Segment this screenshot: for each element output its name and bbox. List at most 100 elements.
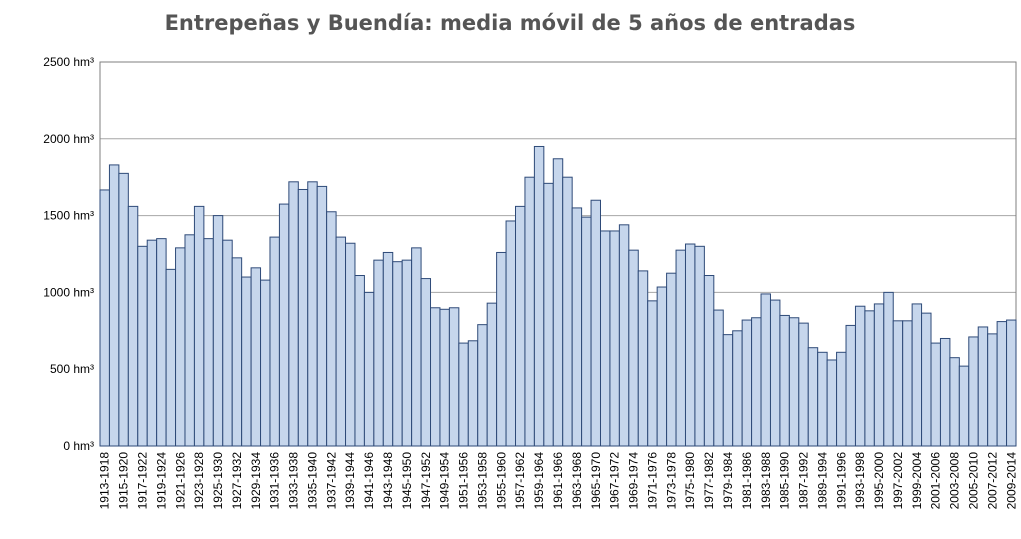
bar bbox=[987, 333, 998, 447]
bar bbox=[958, 365, 970, 447]
bar bbox=[231, 257, 243, 447]
x-tick-label: 1945-1950 bbox=[400, 452, 414, 510]
bar bbox=[363, 291, 375, 447]
bar bbox=[949, 357, 960, 447]
x-tick-label: 1997-2002 bbox=[891, 452, 905, 510]
bar bbox=[873, 303, 885, 447]
bar bbox=[156, 238, 167, 447]
bar bbox=[609, 230, 620, 447]
x-tick-label: 2007-2012 bbox=[985, 452, 999, 510]
bar bbox=[543, 182, 554, 447]
bar bbox=[401, 259, 413, 447]
x-tick-label: 2001-2006 bbox=[929, 452, 943, 510]
x-tick-label: 1981-1986 bbox=[740, 452, 754, 510]
x-tick-label: 1993-1998 bbox=[853, 452, 867, 510]
bar bbox=[741, 319, 753, 447]
x-tick-label: 1925-1930 bbox=[211, 452, 225, 510]
bar bbox=[278, 203, 290, 447]
bar bbox=[533, 145, 545, 447]
x-tick-label: 1921-1926 bbox=[173, 452, 187, 510]
y-tick-label: 1000 hm³ bbox=[43, 285, 94, 299]
bar bbox=[647, 300, 658, 447]
x-tick-label: 1989-1994 bbox=[815, 452, 829, 510]
x-tick-label: 1943-1948 bbox=[381, 452, 395, 510]
x-tick-label: 1973-1978 bbox=[664, 452, 678, 510]
bar bbox=[902, 320, 913, 447]
bar bbox=[968, 336, 979, 447]
bar bbox=[892, 320, 904, 447]
x-tick-label: 1975-1980 bbox=[683, 452, 697, 510]
x-tick-label: 1941-1946 bbox=[362, 452, 376, 510]
bar bbox=[477, 324, 488, 447]
y-tick-label: 0 hm³ bbox=[63, 439, 94, 453]
bar bbox=[845, 324, 856, 447]
x-tick-label: 1917-1922 bbox=[135, 452, 149, 510]
bar bbox=[807, 347, 819, 447]
x-tick-label: 2009-2014 bbox=[1004, 452, 1018, 510]
bar bbox=[297, 188, 309, 447]
x-tick-label: 1919-1924 bbox=[154, 452, 168, 510]
bar bbox=[146, 239, 158, 447]
bar bbox=[382, 251, 394, 447]
bar bbox=[911, 303, 923, 447]
bar bbox=[392, 261, 403, 447]
x-tick-label: 1929-1934 bbox=[249, 452, 263, 510]
x-tick-label: 1971-1976 bbox=[645, 452, 659, 510]
x-tick-label: 1951-1956 bbox=[457, 452, 471, 510]
x-tick-label: 1935-1940 bbox=[305, 452, 319, 510]
x-tick-label: 1937-1942 bbox=[324, 452, 338, 510]
bar bbox=[684, 243, 696, 447]
bar bbox=[193, 205, 205, 447]
bar bbox=[552, 158, 564, 447]
bar bbox=[203, 238, 214, 447]
x-tick-label: 1915-1920 bbox=[117, 452, 131, 510]
x-tick-label: 1985-1990 bbox=[778, 452, 792, 510]
bar bbox=[694, 245, 705, 447]
y-tick-label: 500 hm³ bbox=[50, 362, 94, 376]
x-tick-label: 1999-2004 bbox=[910, 452, 924, 510]
chart-title: Entrepeñas y Buendía: media móvil de 5 a… bbox=[165, 11, 856, 35]
bar bbox=[175, 247, 186, 447]
bar bbox=[524, 176, 535, 447]
x-tick-label: 1961-1966 bbox=[551, 452, 565, 510]
x-tick-label: 1923-1928 bbox=[192, 452, 206, 510]
x-tick-label: 1965-1970 bbox=[589, 452, 603, 510]
bar bbox=[760, 293, 771, 447]
bar bbox=[212, 215, 224, 447]
x-tick-label: 1987-1992 bbox=[797, 452, 811, 510]
bar bbox=[345, 242, 356, 447]
bar bbox=[448, 307, 460, 447]
x-tick-label: 1969-1974 bbox=[627, 452, 641, 510]
bar bbox=[732, 330, 743, 447]
bar bbox=[817, 351, 828, 447]
bar bbox=[977, 326, 989, 447]
bar bbox=[420, 278, 432, 447]
y-tick-label: 2500 hm³ bbox=[43, 55, 94, 69]
x-tick-label: 1953-1958 bbox=[475, 452, 489, 510]
x-tick-label: 1949-1954 bbox=[438, 452, 452, 510]
bar bbox=[458, 342, 469, 447]
x-tick-label: 1947-1952 bbox=[419, 452, 433, 510]
bar bbox=[864, 310, 875, 447]
bar bbox=[137, 245, 148, 447]
bar bbox=[260, 279, 271, 447]
bar bbox=[467, 340, 479, 447]
x-tick-label: 1995-2000 bbox=[872, 452, 886, 510]
bar bbox=[599, 230, 611, 447]
bar bbox=[288, 181, 299, 447]
x-tick-label: 2005-2010 bbox=[967, 452, 981, 510]
bar bbox=[307, 181, 318, 447]
bar bbox=[798, 322, 809, 447]
bar bbox=[335, 236, 347, 447]
bar bbox=[751, 317, 762, 447]
bar bbox=[165, 268, 177, 447]
bar bbox=[562, 176, 573, 447]
bar bbox=[618, 224, 630, 447]
bar bbox=[430, 307, 441, 447]
bar bbox=[184, 234, 195, 447]
bar bbox=[269, 236, 280, 447]
bar bbox=[496, 251, 507, 447]
x-tick-label: 1991-1996 bbox=[834, 452, 848, 510]
bar bbox=[316, 185, 328, 447]
